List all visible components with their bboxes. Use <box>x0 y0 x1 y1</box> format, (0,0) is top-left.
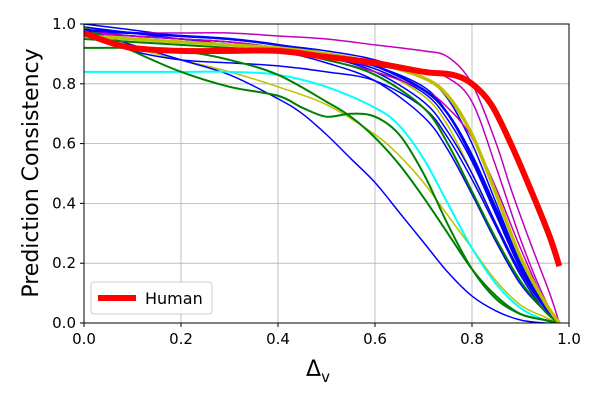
y-axis-label: Prediction Consistency <box>19 48 44 297</box>
axis-ticks: 0.0 0.2 0.4 0.6 0.8 1.0 0.0 0.2 0.4 0.6 0.8 1.0 <box>52 15 581 348</box>
x-axis-label-main: Δ <box>306 357 321 382</box>
x-axis-label-subscript: v <box>321 368 330 386</box>
x-axis-label: Δv <box>306 357 330 386</box>
series-line-model-olive-1 <box>84 32 560 323</box>
plot-frame <box>83 23 570 324</box>
svg-text:Δv: Δv <box>306 357 330 386</box>
series-line-model-magenta-1 <box>84 32 561 323</box>
series-line-model-blue-1 <box>84 29 560 323</box>
series-line-model-green-3 <box>84 37 560 323</box>
y-tick-label: 0.4 <box>52 194 76 212</box>
y-tick-label: 0.2 <box>52 254 76 272</box>
series-line-human <box>84 30 563 268</box>
x-tick-label: 0.0 <box>72 330 96 348</box>
series-line-model-blue-thick <box>84 28 561 323</box>
legend-box <box>90 281 213 315</box>
x-tick-label: 0.2 <box>169 330 193 348</box>
y-tick-label: 0.0 <box>52 314 76 332</box>
y-tick-label: 0.6 <box>52 135 76 153</box>
series-layer <box>84 24 563 323</box>
series-line-model-green-2 <box>84 26 560 323</box>
legend: Human <box>90 281 213 315</box>
series-line-model-olive-2 <box>84 34 560 323</box>
x-tick-label: 0.8 <box>460 330 484 348</box>
series-line-model-olive-thick <box>84 34 561 323</box>
series-line-model-cyan <box>84 70 560 323</box>
grid <box>83 23 570 324</box>
x-tick-label: 0.4 <box>266 330 290 348</box>
series-line-model-magenta-3 <box>84 32 560 323</box>
series-line-model-blue-2 <box>84 32 560 323</box>
legend-label-human: Human <box>145 289 203 308</box>
x-tick-label: 1.0 <box>557 330 581 348</box>
y-tick-label: 0.8 <box>52 75 76 93</box>
y-tick-label: 1.0 <box>52 15 76 33</box>
series-line-model-blue-6 <box>84 32 560 323</box>
x-tick-label: 0.6 <box>363 330 387 348</box>
series-line-model-green-1 <box>84 46 560 323</box>
